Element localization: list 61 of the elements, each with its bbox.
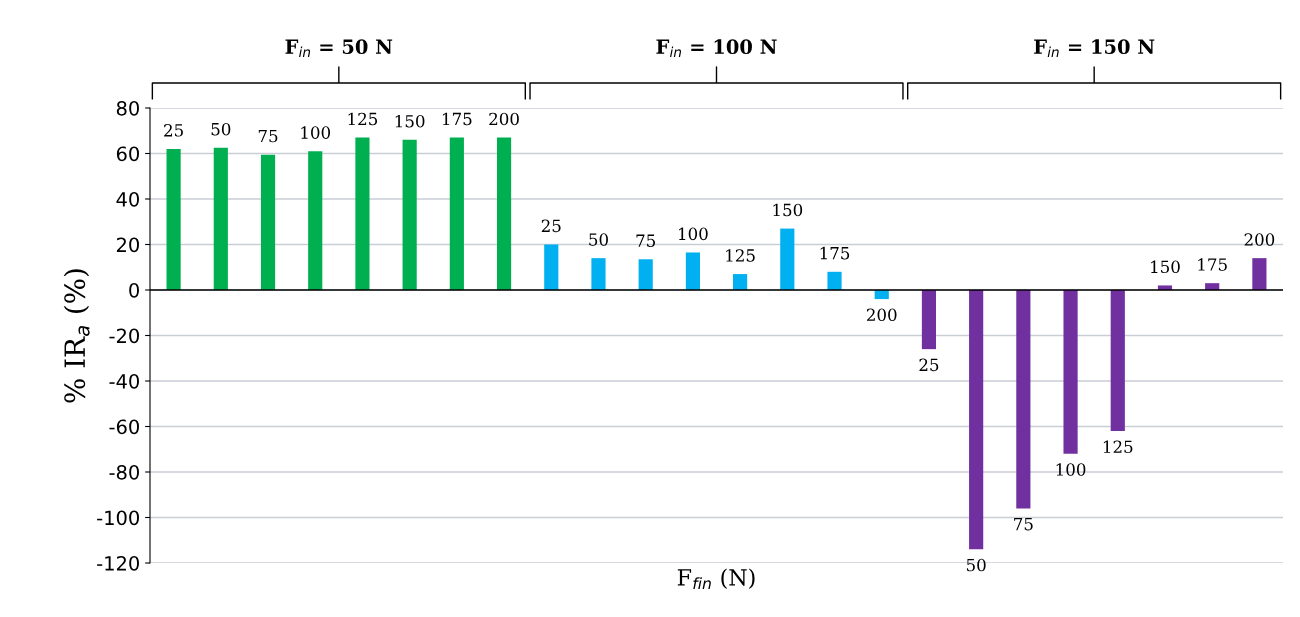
x-tick-label: 125 — [726, 249, 755, 262]
text: F$_{in}$ = 50 N — [285, 39, 393, 57]
y-axis-title: % IR$_{a}$ (%) — [63, 269, 90, 403]
x-tick-label: 100 — [1056, 463, 1086, 476]
bar — [260, 154, 276, 290]
y-tick-label: 40 — [116, 191, 139, 207]
bar — [308, 151, 323, 290]
bar — [544, 244, 559, 290]
bar — [402, 139, 417, 290]
x-tick-label: 125 — [348, 112, 378, 126]
x-tick-label: 200 — [1244, 233, 1275, 246]
text: F$_{in}$ = 150 N — [1034, 39, 1155, 57]
y-tick-label: -80 — [109, 464, 139, 480]
y-tick-label: -40 — [109, 373, 139, 389]
x-tick-label: 200 — [489, 112, 519, 126]
x-tick-label: 75 — [258, 129, 278, 143]
x-tick-label: 25 — [919, 358, 939, 372]
y-tick-label: -100 — [97, 510, 139, 526]
x-tick-label: 25 — [164, 124, 183, 137]
x-tick-label: 50 — [211, 122, 231, 136]
y-tick-label: 80 — [116, 100, 139, 116]
x-tick-label: 100 — [301, 126, 331, 139]
y-tick-label: 0 — [129, 282, 139, 298]
x-tick-label: 175 — [442, 112, 472, 126]
bar — [213, 147, 228, 290]
x-tick-label: 125 — [1103, 440, 1133, 454]
y-tick-label: -120 — [97, 555, 139, 571]
bar — [1063, 290, 1078, 454]
x-tick-label: 150 — [395, 114, 425, 128]
text: F$_{in}$ = 100 N — [656, 39, 777, 57]
bar — [685, 252, 700, 290]
x-tick-label: 150 — [773, 203, 803, 217]
bar — [591, 258, 606, 290]
x-tick-label: 25 — [541, 219, 561, 233]
x-tick-label: 150 — [1151, 260, 1180, 274]
y-tick-label: -20 — [109, 328, 139, 344]
x-tick-label: 50 — [966, 558, 986, 572]
bar — [969, 290, 984, 550]
bar — [780, 228, 795, 290]
y-tick-label: 20 — [116, 237, 139, 253]
x-tick-label: 75 — [1014, 518, 1033, 531]
bar — [733, 274, 748, 290]
x-tick-label: 100 — [679, 227, 708, 241]
x-tick-label: 175 — [820, 246, 850, 260]
bar — [496, 137, 512, 290]
bar — [1016, 290, 1031, 509]
x-axis-title: F$_{fin}$ (N) — [677, 568, 755, 590]
bar — [449, 137, 464, 290]
bar — [355, 137, 370, 290]
bar — [827, 271, 842, 290]
x-tick-label: 50 — [589, 233, 608, 246]
bar — [921, 290, 937, 350]
bar — [1252, 258, 1267, 290]
x-tick-label: 175 — [1198, 258, 1227, 271]
x-tick-label: 75 — [636, 234, 655, 247]
bar — [1110, 290, 1125, 432]
bar — [638, 259, 653, 290]
x-tick-label: 200 — [866, 308, 897, 322]
y-tick-label: 60 — [116, 146, 139, 162]
bar — [166, 148, 181, 290]
y-tick-label: -60 — [109, 419, 139, 435]
